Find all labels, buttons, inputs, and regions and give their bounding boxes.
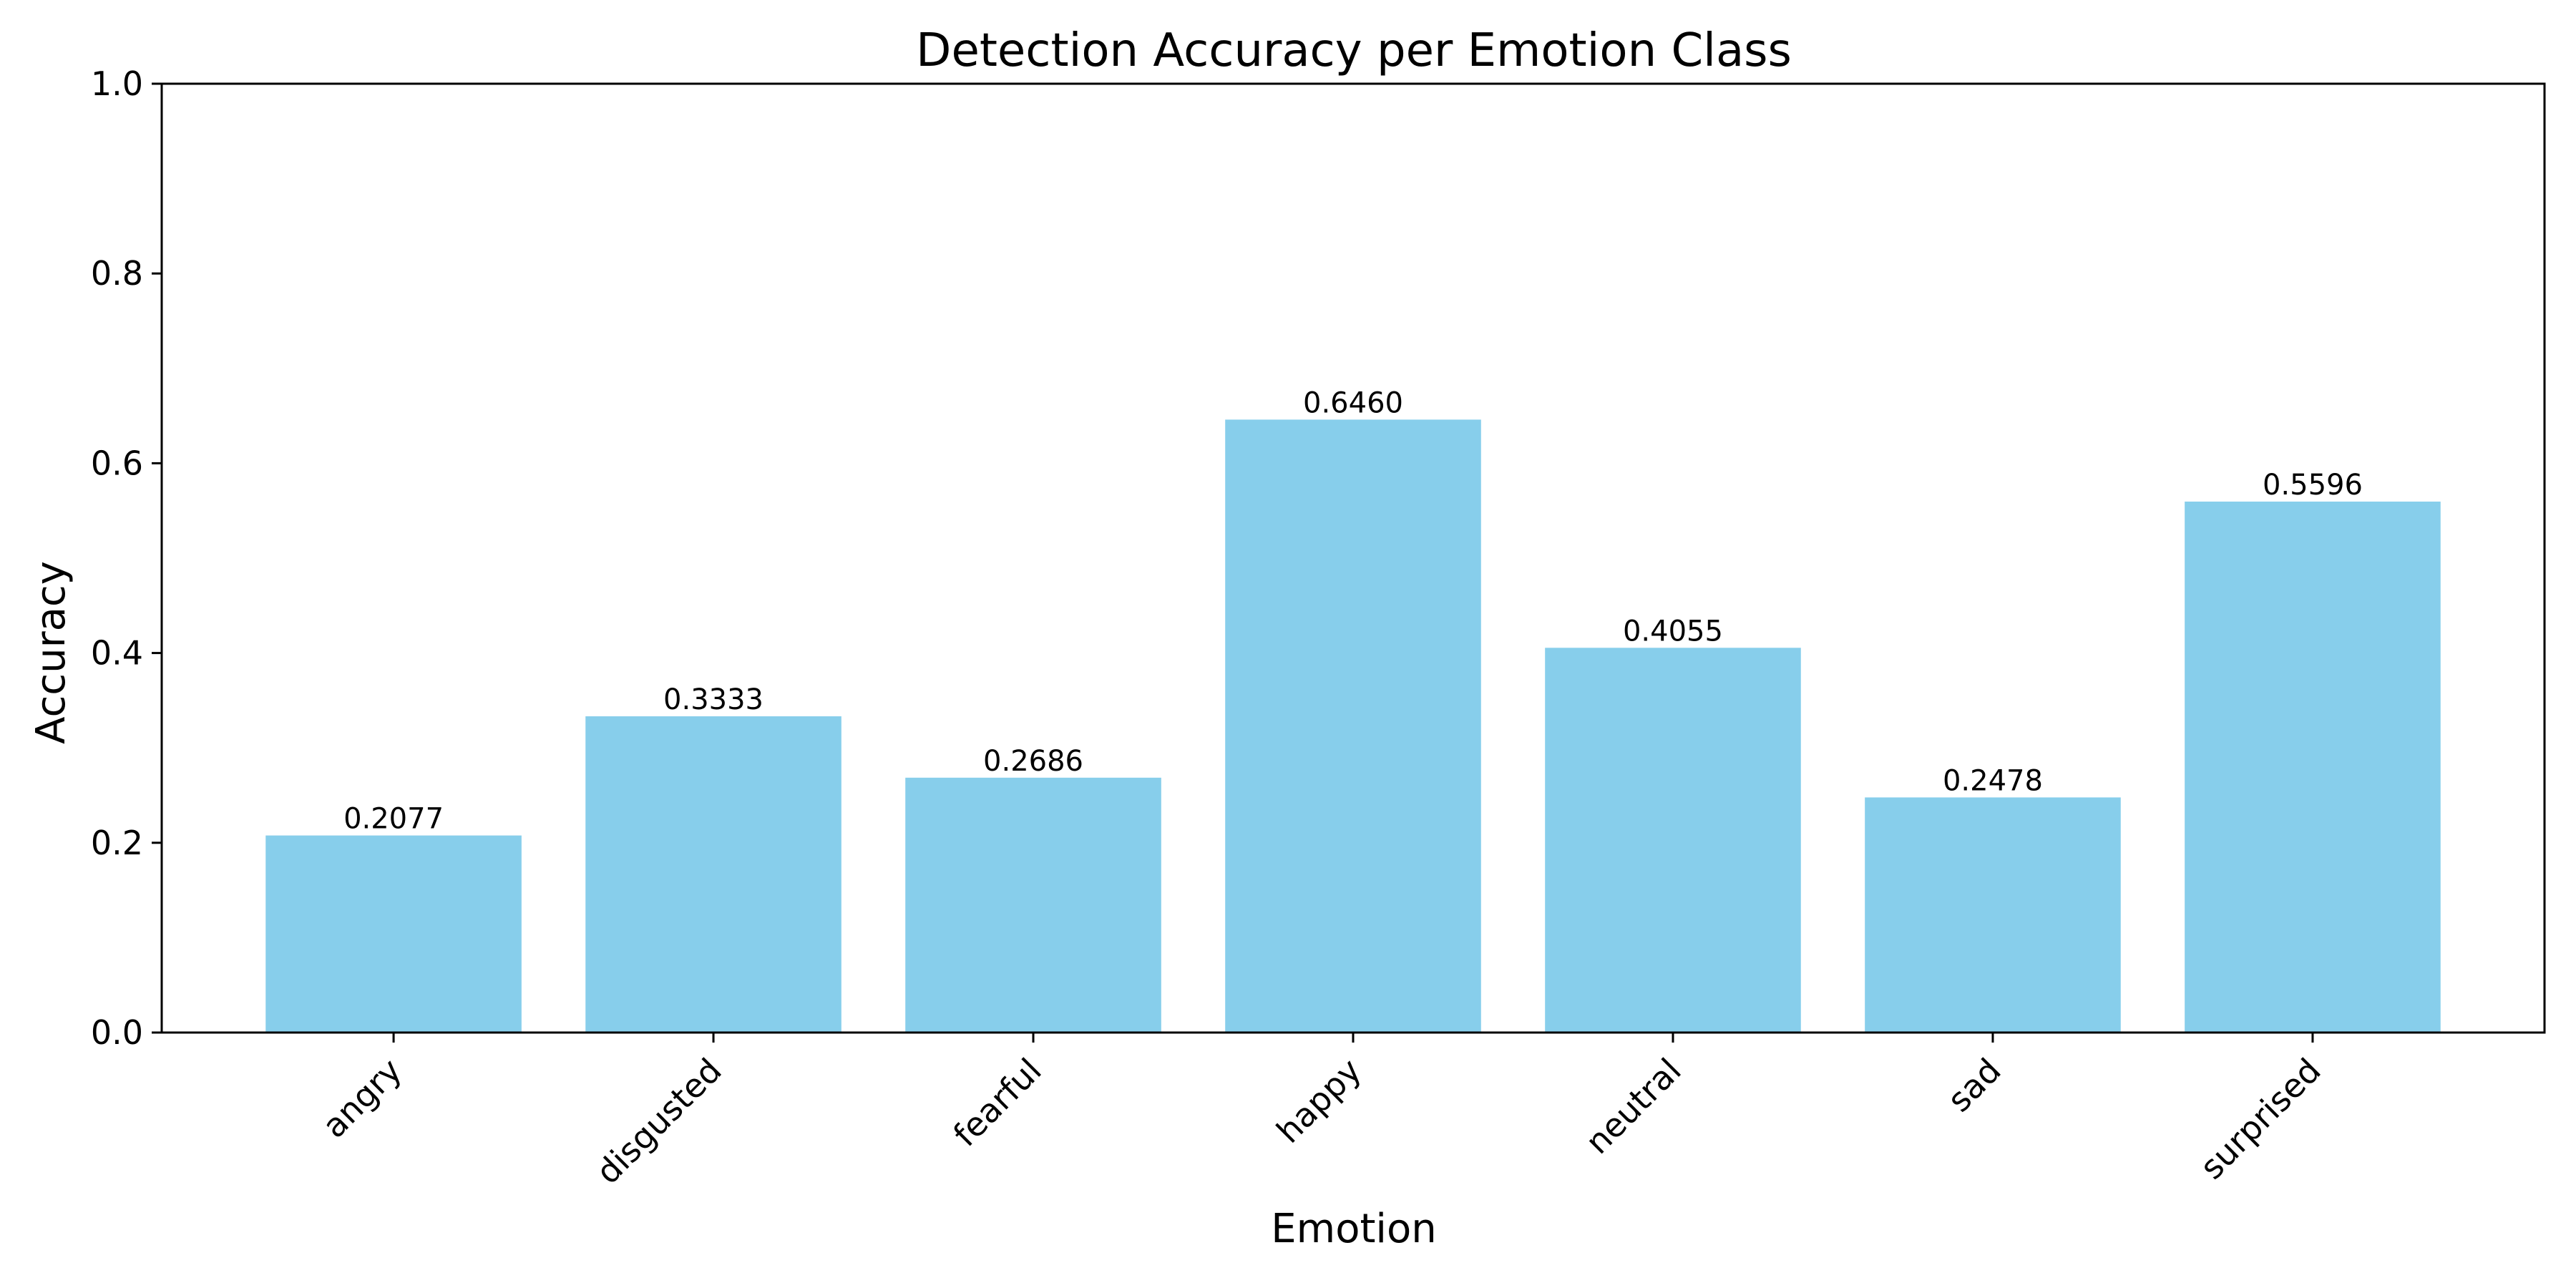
y-tick-label: 0.8 [91,254,143,293]
bar-sad [1865,797,2121,1033]
x-tick-label-disgusted: disgusted [588,1051,728,1191]
y-tick-label: 0.2 [91,824,143,862]
data-labels-group: 0.2077 0.3333 0.2686 0.6460 0.4055 0.2478 0.55… [343,386,2363,835]
bar-neutral [1545,648,1801,1033]
bar-surprised [2185,501,2441,1033]
x-tick-label-happy: happy [1269,1051,1369,1151]
chart-title: Detection Accuracy per Emotion Class [916,24,1792,77]
data-label-angry: 0.2077 [343,803,444,836]
y-axis-ticks: 0.0 0.2 0.4 0.6 0.8 1.0 [91,64,162,1052]
x-tick-label-fearful: fearful [946,1051,1049,1154]
x-tick-label-surprised: surprised [2192,1051,2328,1187]
x-tick-label-angry: angry [315,1051,409,1146]
y-tick-label: 0.6 [91,444,143,482]
data-label-happy: 0.6460 [1303,386,1403,419]
x-axis-label: Emotion [1271,1206,1436,1252]
data-label-neutral: 0.4055 [1623,615,1723,648]
y-axis-label: Accuracy [28,561,74,744]
bar-disgusted [585,716,841,1033]
x-tick-label-sad: sad [1940,1051,2009,1120]
data-label-fearful: 0.2686 [983,745,1083,778]
data-label-surprised: 0.5596 [2263,469,2363,502]
y-tick-label: 0.4 [91,634,143,673]
bars-group [265,419,2441,1033]
y-tick-label: 1.0 [91,64,143,103]
x-tick-label-neutral: neutral [1578,1051,1689,1162]
x-axis-ticks: angry disgusted fearful happy neutral sad surp… [315,1033,2328,1191]
y-tick-label: 0.0 [91,1013,143,1052]
bar-happy [1225,419,1481,1033]
plot-frame [160,82,2546,1034]
data-label-sad: 0.2478 [1943,764,2043,797]
data-label-disgusted: 0.3333 [663,683,763,716]
bar-angry [265,835,522,1033]
bar-fearful [905,777,1161,1033]
